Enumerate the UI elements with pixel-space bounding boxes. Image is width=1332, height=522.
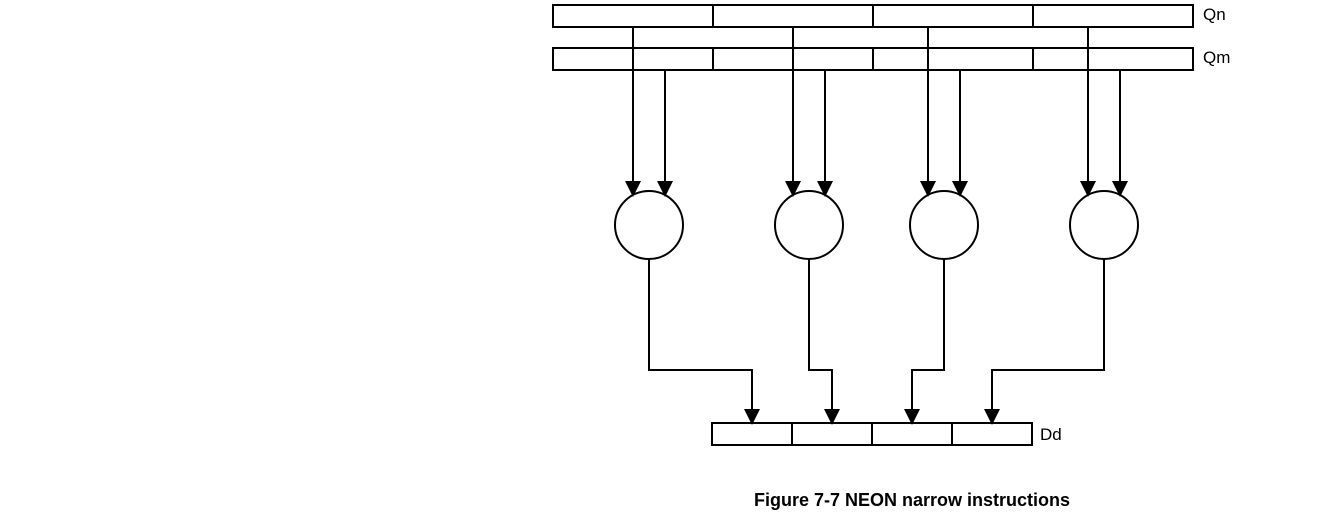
reg-label-qn: Qn (1203, 5, 1226, 25)
reg-label-qm: Qm (1203, 48, 1230, 68)
figure-caption: Figure 7-7 NEON narrow instructions (754, 490, 1070, 511)
reg-label-dd: Dd (1040, 425, 1062, 445)
neon-narrow-diagram (0, 0, 1332, 522)
